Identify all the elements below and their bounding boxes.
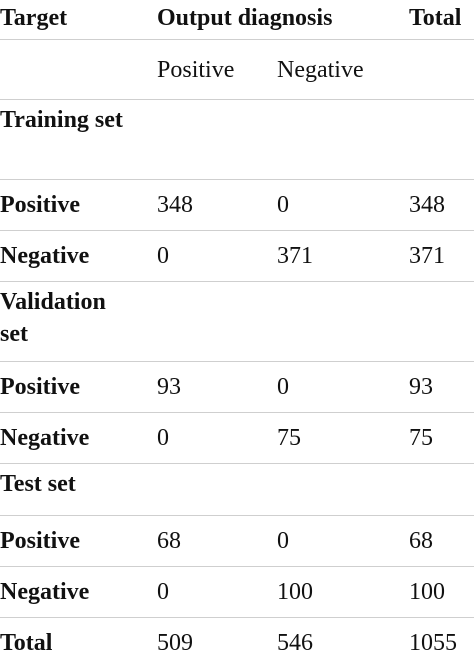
table-cell: 348 [409, 192, 445, 218]
table-row: Positive 93 0 93 [0, 362, 474, 413]
table-cell: 546 [277, 630, 313, 656]
row-label: Positive [0, 528, 80, 554]
row-label: Positive [0, 192, 80, 218]
table-cell: 0 [277, 528, 289, 554]
table-row: Test set [0, 464, 474, 516]
table-cell: 100 [409, 579, 445, 605]
subheader-cell: Positive [157, 57, 235, 83]
table-cell: 75 [409, 425, 433, 451]
table-row: Negative 0 75 75 [0, 413, 474, 464]
table-cell: 0 [157, 425, 169, 451]
table-cell: 509 [157, 630, 193, 656]
table-row: Positive 348 0 348 [0, 180, 474, 231]
row-label: Total [0, 630, 53, 656]
subheader-cell: Negative [277, 57, 364, 83]
table-row: Negative 0 100 100 [0, 567, 474, 618]
table-row: Target Output diagnosis Total [0, 0, 474, 40]
table-cell: 371 [409, 243, 445, 269]
table-cell: 371 [277, 243, 313, 269]
table-cell: 100 [277, 579, 313, 605]
row-label: Negative [0, 579, 90, 605]
table-cell: 0 [157, 579, 169, 605]
table-row: Training set [0, 100, 474, 180]
table-cell: 1055 [409, 630, 457, 656]
section-title: Test set [0, 471, 76, 497]
table-cell: 93 [409, 374, 433, 400]
header-cell: Target [0, 5, 68, 31]
header-cell: Total [409, 5, 462, 31]
row-label: Negative [0, 243, 90, 269]
table-cell: 348 [157, 192, 193, 218]
table-row: Positive Negative [0, 40, 474, 100]
table-cell: 75 [277, 425, 301, 451]
table-cell: 0 [277, 374, 289, 400]
table-cell: 0 [157, 243, 169, 269]
section-title: Training set [0, 107, 123, 133]
table-cell: 93 [157, 374, 181, 400]
table-cell: 68 [409, 528, 433, 554]
section-title: Validation set [0, 289, 106, 347]
row-label: Negative [0, 425, 90, 451]
table-cell: 0 [277, 192, 289, 218]
header-cell: Output diagnosis [157, 5, 333, 31]
table-row: Negative 0 371 371 [0, 231, 474, 282]
table-row: Total 509 546 1055 [0, 618, 474, 659]
table-row: Positive 68 0 68 [0, 516, 474, 567]
table-cell: 68 [157, 528, 181, 554]
row-label: Positive [0, 374, 80, 400]
table-row: Validation set [0, 282, 474, 362]
